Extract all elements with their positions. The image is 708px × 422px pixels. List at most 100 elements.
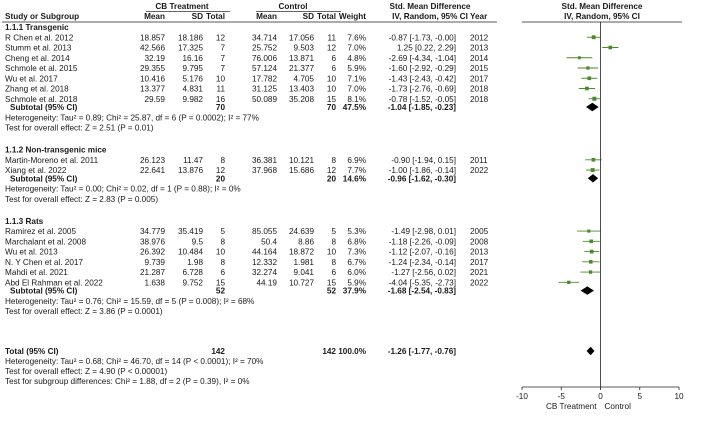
study-point bbox=[592, 96, 597, 101]
study-weight: 6.8% bbox=[347, 237, 366, 246]
control-mean: 37.968 bbox=[252, 166, 277, 175]
cb-mean: 38.976 bbox=[140, 237, 165, 246]
study-ci: -1.18 [-2.26, -0.09] bbox=[389, 237, 456, 246]
subtotal-cb-total: 20 bbox=[216, 174, 226, 183]
cb-total: 7 bbox=[220, 64, 225, 73]
cb-total: 7 bbox=[220, 44, 225, 53]
subtotal-weight: 14.6% bbox=[343, 174, 367, 183]
study-ci: -1.73 [-2.76, -0.69] bbox=[389, 85, 456, 94]
heterogeneity-text: Heterogeneity: Tau² = 0.89; Chi² = 25.87… bbox=[5, 113, 259, 122]
control-sd: 21.377 bbox=[289, 64, 314, 73]
column-header: Mean bbox=[144, 12, 165, 21]
study-ci: -1.00 [-1.86, -0.14] bbox=[389, 166, 456, 175]
study-ci: -2.69 [-4.34, -1.04] bbox=[389, 54, 456, 63]
subtotal-label: Subtotal (95% CI) bbox=[10, 287, 78, 296]
control-sd: 13.403 bbox=[289, 85, 314, 94]
study-point bbox=[587, 229, 591, 233]
total-control-total: 142 bbox=[322, 347, 336, 356]
study-weight: 5.9% bbox=[347, 278, 366, 287]
study-name: Wu et al. 2017 bbox=[5, 74, 58, 83]
total-weight: 100.0% bbox=[338, 347, 366, 356]
study-name: Ramirez et al. 2005 bbox=[5, 227, 76, 236]
study-ci: 1.25 [0.22, 2.29] bbox=[397, 44, 456, 53]
header-cb-treatment: CB Treatment bbox=[155, 2, 209, 11]
study-ci: -4.04 [-5.35, -2.73] bbox=[389, 278, 456, 287]
control-mean: 32.274 bbox=[252, 268, 277, 277]
cb-sd: 16.16 bbox=[183, 54, 204, 63]
subtotal-label: Subtotal (95% CI) bbox=[10, 103, 78, 112]
study-name: R Chen et al. 2012 bbox=[5, 33, 74, 42]
control-total: 15 bbox=[327, 95, 337, 104]
overall-effect-text: Test for overall effect: Z = 2.83 (P = 0… bbox=[5, 195, 158, 204]
study-name: Zhang et al. 2018 bbox=[5, 85, 69, 94]
cb-mean: 18.857 bbox=[140, 33, 165, 42]
cb-total: 6 bbox=[220, 268, 225, 277]
header-smd-title: Std. Mean Difference bbox=[390, 2, 471, 11]
study-point bbox=[591, 157, 596, 162]
total-cb-total: 142 bbox=[211, 347, 225, 356]
control-sd: 17.056 bbox=[289, 33, 314, 42]
study-ci: -0.87 [-1.73, -0.00] bbox=[389, 33, 456, 42]
study-weight: 5.9% bbox=[347, 64, 366, 73]
control-total: 12 bbox=[327, 44, 337, 53]
control-mean: 44.164 bbox=[252, 248, 277, 257]
study-year: 2014 bbox=[470, 54, 489, 63]
cb-total: 8 bbox=[220, 156, 225, 165]
study-ci: -1.43 [-2.43, -0.42] bbox=[389, 74, 456, 83]
cb-total: 5 bbox=[220, 227, 225, 236]
cb-sd: 10.484 bbox=[178, 248, 203, 257]
cb-sd: 4.831 bbox=[183, 85, 204, 94]
study-name: N. Y Chen et al. 2017 bbox=[5, 258, 83, 267]
subgroup-differences-text: Test for subgroup differences: Chi² = 1.… bbox=[5, 377, 250, 386]
header-smd-subtitle: IV, Random, 95% CI bbox=[392, 12, 468, 21]
column-header: SD bbox=[192, 12, 203, 21]
control-sd: 10.727 bbox=[289, 278, 314, 287]
cb-sd: 6.728 bbox=[183, 268, 204, 277]
heterogeneity-text: Heterogeneity: Tau² = 0.00; Chi² = 0.02,… bbox=[5, 185, 241, 194]
cb-mean: 9.739 bbox=[145, 258, 166, 267]
plot-title: Std. Mean Difference bbox=[562, 2, 643, 11]
favours-control-label: Control bbox=[605, 402, 632, 411]
study-ci: -1.49 [-2.98, 0.01] bbox=[391, 227, 456, 236]
study-year: 2013 bbox=[470, 44, 489, 53]
study-year: 2011 bbox=[470, 156, 488, 165]
control-sd: 24.639 bbox=[289, 227, 314, 236]
subtotal-control-total: 52 bbox=[327, 287, 337, 296]
control-total: 10 bbox=[327, 248, 337, 257]
study-point bbox=[591, 35, 596, 40]
study-name: Cheng et al. 2014 bbox=[5, 54, 70, 63]
cb-sd: 9.5 bbox=[192, 237, 204, 246]
control-total: 10 bbox=[327, 85, 337, 94]
subtotal-control-total: 20 bbox=[327, 174, 337, 183]
study-weight: 7.7% bbox=[347, 166, 366, 175]
control-mean: 50.4 bbox=[261, 237, 277, 246]
cb-sd: 9.752 bbox=[183, 278, 204, 287]
subtotal-cb-total: 52 bbox=[216, 287, 226, 296]
study-weight: 6.9% bbox=[347, 156, 366, 165]
study-ci: -1.12 [-2.07, -0.16] bbox=[389, 248, 456, 257]
study-ci: -1.24 [-2.34, -0.14] bbox=[389, 258, 456, 267]
study-year: 2013 bbox=[470, 248, 489, 257]
cb-total: 7 bbox=[220, 54, 225, 63]
cb-mean: 29.59 bbox=[145, 95, 166, 104]
study-ci: -1.60 [-2.92, -0.29] bbox=[389, 64, 456, 73]
control-total: 5 bbox=[331, 227, 336, 236]
column-header: Total bbox=[206, 12, 225, 21]
control-mean: 34.714 bbox=[252, 33, 277, 42]
cb-total: 16 bbox=[216, 95, 226, 104]
x-axis-tick-label: -5 bbox=[558, 392, 566, 401]
control-mean: 25.752 bbox=[252, 44, 277, 53]
cb-total: 10 bbox=[216, 248, 226, 257]
control-mean: 76.006 bbox=[252, 54, 277, 63]
study-name: Martin-Moreno et al. 2011 bbox=[5, 156, 99, 165]
subtotal-ci: -1.68 [-2.54, -0.83] bbox=[388, 287, 457, 296]
overall-effect-text: Test for overall effect: Z = 2.51 (P = 0… bbox=[5, 124, 154, 133]
x-axis-tick-label: -10 bbox=[516, 392, 528, 401]
control-mean: 85.055 bbox=[252, 227, 277, 236]
cb-sd: 11.47 bbox=[183, 156, 203, 165]
study-year: 2018 bbox=[470, 85, 489, 94]
total-heterogeneity-text: Heterogeneity: Tau² = 0.68; Chi² = 46.70… bbox=[5, 357, 263, 366]
control-sd: 9.041 bbox=[294, 268, 315, 277]
study-ci: -0.78 [-1.52, -0.05] bbox=[389, 95, 456, 104]
